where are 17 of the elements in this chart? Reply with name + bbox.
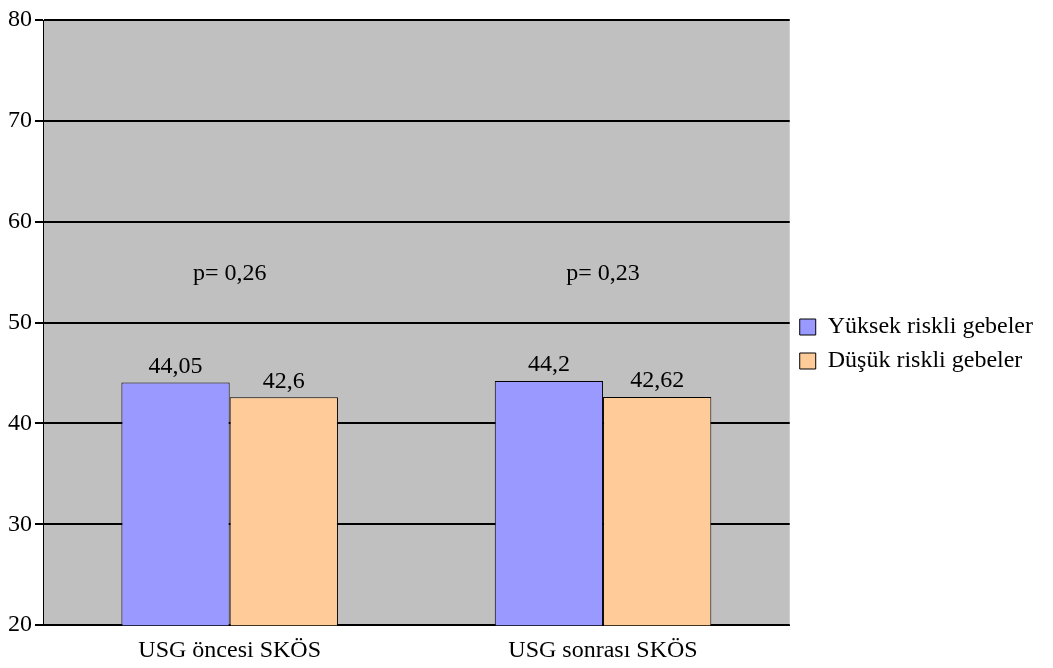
legend-label: Yüksek riskli gebeler: [827, 312, 1034, 339]
y-tick-label: 50: [8, 307, 32, 334]
data-label: 44,05: [148, 351, 203, 378]
annotation: p= 0,23: [566, 259, 640, 286]
data-label: 44,2: [527, 350, 570, 377]
legend-label: Düşük riskli gebeler: [827, 346, 1023, 373]
data-label: 42,6: [262, 366, 305, 393]
x-tick-label: USG sonrası SKÖS: [508, 635, 698, 662]
y-tick-label: 30: [8, 509, 32, 536]
data-label: 42,62: [630, 366, 685, 393]
annotation: p= 0,26: [192, 259, 267, 286]
y-tick-label: 40: [8, 408, 32, 435]
y-tick-label: 70: [8, 106, 32, 133]
y-tick-label: 20: [8, 610, 32, 637]
y-tick-label: 80: [8, 5, 32, 32]
x-tick-label: USG öncesi SKÖS: [138, 635, 322, 662]
y-tick-label: 60: [8, 207, 32, 234]
